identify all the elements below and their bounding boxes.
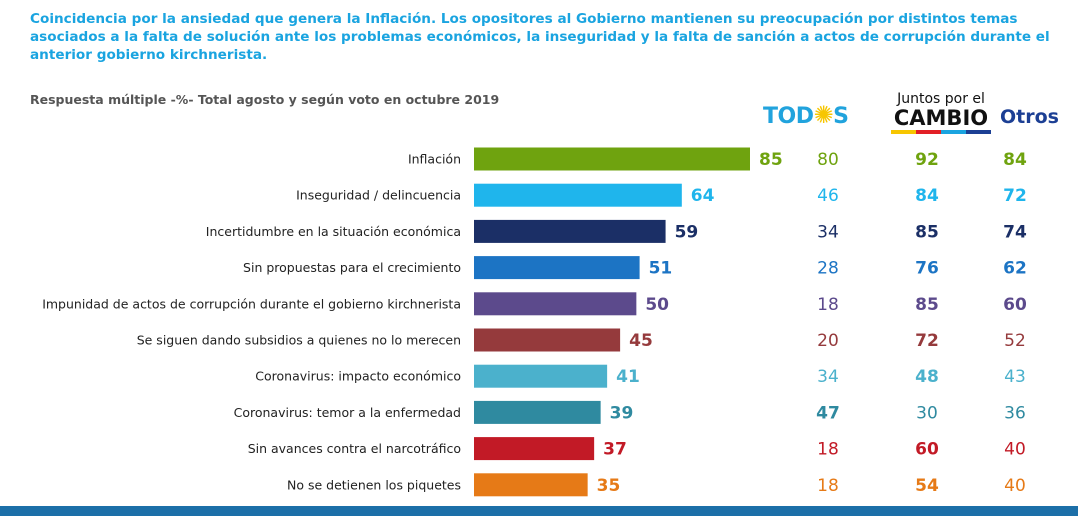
- chart-note: Respuesta múltiple -%- Total agosto y se…: [30, 92, 500, 107]
- series-value-todos: 18: [817, 476, 839, 496]
- series-value-juntos: 84: [915, 186, 939, 206]
- series-value-otros: 84: [1003, 150, 1027, 170]
- bar-value-label: 41: [616, 367, 640, 387]
- series-value-otros: 36: [1004, 403, 1026, 423]
- series-value-otros: 60: [1003, 295, 1027, 315]
- category-label: Se siguen dando subsidios a quienes no l…: [137, 333, 461, 348]
- bar-value-label: 39: [610, 403, 634, 423]
- bar-value-label: 64: [691, 186, 715, 206]
- series-value-otros: 40: [1004, 476, 1026, 496]
- bar: [474, 219, 666, 243]
- series-value-juntos: 72: [915, 331, 939, 351]
- bar-value-label: 51: [649, 259, 673, 279]
- series-value-todos: 47: [816, 403, 840, 423]
- category-label: Coronavirus: impacto económico: [255, 369, 461, 384]
- series-value-juntos: 30: [916, 403, 938, 423]
- series-value-todos: 20: [817, 331, 839, 351]
- series-value-juntos: 60: [915, 440, 939, 460]
- bar-value-label: 50: [645, 295, 669, 315]
- series-value-juntos: 85: [915, 222, 939, 242]
- series-value-otros: 43: [1004, 367, 1026, 387]
- footer-band: [0, 506, 1078, 516]
- bar: [474, 364, 608, 388]
- otros-header: Otros: [1000, 106, 1059, 128]
- todos-logo: TOD✺S: [763, 101, 849, 129]
- bar: [474, 147, 750, 171]
- juntos-logo-line2: CAMBIO: [893, 106, 989, 130]
- series-value-otros: 74: [1003, 222, 1027, 242]
- category-label: Sin propuestas para el crecimiento: [243, 260, 461, 275]
- series-value-juntos: 85: [915, 295, 939, 315]
- series-value-todos: 34: [817, 222, 839, 242]
- category-label: Inseguridad / delincuencia: [296, 188, 461, 203]
- bar-value-label: 45: [629, 331, 653, 351]
- bar-value-label: 37: [603, 440, 627, 460]
- sun-icon: ✺: [813, 101, 834, 129]
- bar-value-label: 85: [759, 150, 783, 170]
- bar: [474, 473, 588, 497]
- series-value-todos: 18: [817, 440, 839, 460]
- series-value-juntos: 54: [915, 476, 939, 496]
- bar: [474, 292, 637, 316]
- bar: [474, 256, 640, 280]
- series-value-juntos: 76: [915, 259, 939, 279]
- series-value-otros: 62: [1003, 259, 1027, 279]
- category-label: Incertidumbre en la situación económica: [206, 224, 461, 239]
- series-value-juntos: 48: [915, 367, 939, 387]
- series-value-todos: 80: [817, 150, 839, 170]
- series-value-otros: 52: [1004, 331, 1026, 351]
- chart-subtitle: Coincidencia por la ansiedad que genera …: [30, 11, 1050, 63]
- series-value-juntos: 92: [915, 150, 939, 170]
- series-value-todos: 34: [817, 367, 839, 387]
- todos-logo-text: TOD: [763, 104, 814, 129]
- bar: [474, 400, 601, 424]
- category-label: Coronavirus: temor a la enfermedad: [234, 405, 461, 420]
- series-value-todos: 46: [817, 186, 839, 206]
- juntos-logo-stripe: [891, 130, 991, 134]
- todos-logo-end: S: [833, 104, 849, 129]
- juntos-logo: Juntos por el CAMBIO: [887, 92, 995, 134]
- juntos-logo-line1: Juntos por el: [897, 91, 985, 107]
- category-label: Impunidad de actos de corrupción durante…: [42, 296, 461, 311]
- bar: [474, 183, 682, 207]
- series-value-otros: 40: [1004, 440, 1026, 460]
- series-value-todos: 18: [817, 295, 839, 315]
- category-label: No se detienen los piquetes: [287, 477, 461, 492]
- bar: [474, 437, 595, 461]
- series-value-otros: 72: [1003, 186, 1027, 206]
- series-value-todos: 28: [817, 259, 839, 279]
- bar-value-label: 59: [675, 222, 699, 242]
- category-label: Sin avances contra el narcotráfico: [248, 441, 461, 456]
- bar-value-label: 35: [597, 476, 621, 496]
- category-label: Inflación: [408, 152, 461, 167]
- bar: [474, 328, 621, 352]
